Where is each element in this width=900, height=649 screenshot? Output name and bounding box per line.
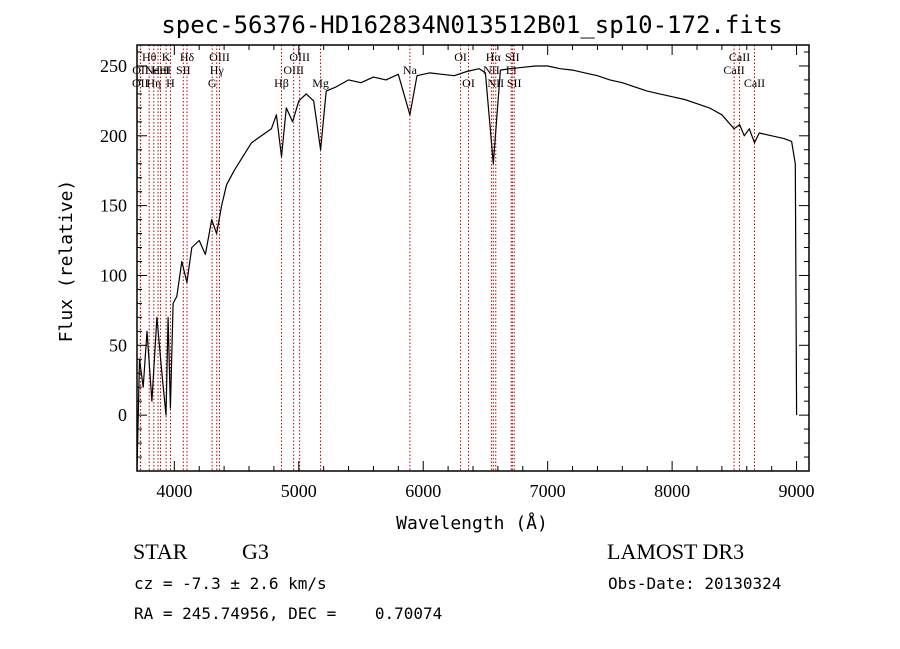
spectral-line-label: Hα [486, 50, 502, 64]
x-tick-label: 7000 [530, 481, 566, 501]
spectral-line-label: H [166, 76, 175, 90]
spectral-line-label: Mg [312, 76, 329, 90]
spectral-line-label: CaII [744, 76, 765, 90]
y-axis-label: Flux (relative) [56, 180, 77, 343]
spectral-line-label: Na [403, 63, 418, 77]
chart-title: spec-56376-HD162834N013512B01_sp10-172.f… [161, 11, 782, 39]
spectral-line-label: Hγ [210, 63, 225, 77]
x-axis-label: Wavelength (Å) [396, 512, 548, 534]
y-tick-label: 100 [100, 265, 127, 285]
spectral-line-label: K [162, 50, 171, 64]
y-tick-label: 250 [100, 56, 127, 76]
spectral-line-label: OII [132, 76, 149, 90]
spectral-line-label: NeIII [145, 63, 171, 77]
spectral-line-label: SII [505, 50, 520, 64]
plot-frame [136, 44, 810, 472]
object-subclass: G3 [242, 539, 269, 564]
spectral-line-label: CaII [729, 50, 750, 64]
spectral-line-label: Li [506, 63, 517, 77]
redshift-text: cz = -7.3 ± 2.6 km/s [134, 574, 327, 593]
object-class: STAR [133, 539, 188, 564]
spectral-line-label: HeI [152, 63, 170, 77]
spectral-line-label: OIII [209, 50, 230, 64]
x-tick-label: 9000 [779, 481, 815, 501]
x-tick-label: 5000 [281, 481, 317, 501]
survey-name: LAMOST DR3 [607, 539, 745, 564]
spectral-line-label: SII [507, 76, 522, 90]
spectral-line-label: OIII [283, 63, 304, 77]
spectral-line-label: OI [454, 50, 467, 64]
x-tick-label: 8000 [654, 481, 690, 501]
spectral-line-label: Hδ [180, 50, 195, 64]
spectral-line-label: OIII [289, 50, 310, 64]
spectral-line-label: Hβ [274, 76, 289, 90]
spectral-line-label: NII [487, 76, 504, 90]
x-tick-label: 6000 [405, 481, 441, 501]
spectral-line-label: CaII [723, 63, 744, 77]
spectral-line-label: Hη [146, 76, 161, 90]
y-tick-label: 0 [118, 405, 127, 425]
spectral-line-label: SII [176, 63, 191, 77]
obs-date-text: Obs-Date: 20130324 [608, 574, 782, 593]
y-tick-label: 50 [109, 335, 127, 355]
spectral-line-label: G [208, 76, 217, 90]
spectral-line-label: OI [462, 76, 475, 90]
spectral-line-label: Hθ [142, 50, 157, 64]
x-tick-label: 4000 [156, 481, 192, 501]
spectrum-line [136, 65, 798, 472]
y-tick-label: 200 [100, 126, 127, 146]
coords-text: RA = 245.74956, DEC = 0.70074 [134, 604, 443, 623]
y-tick-label: 150 [100, 196, 127, 216]
